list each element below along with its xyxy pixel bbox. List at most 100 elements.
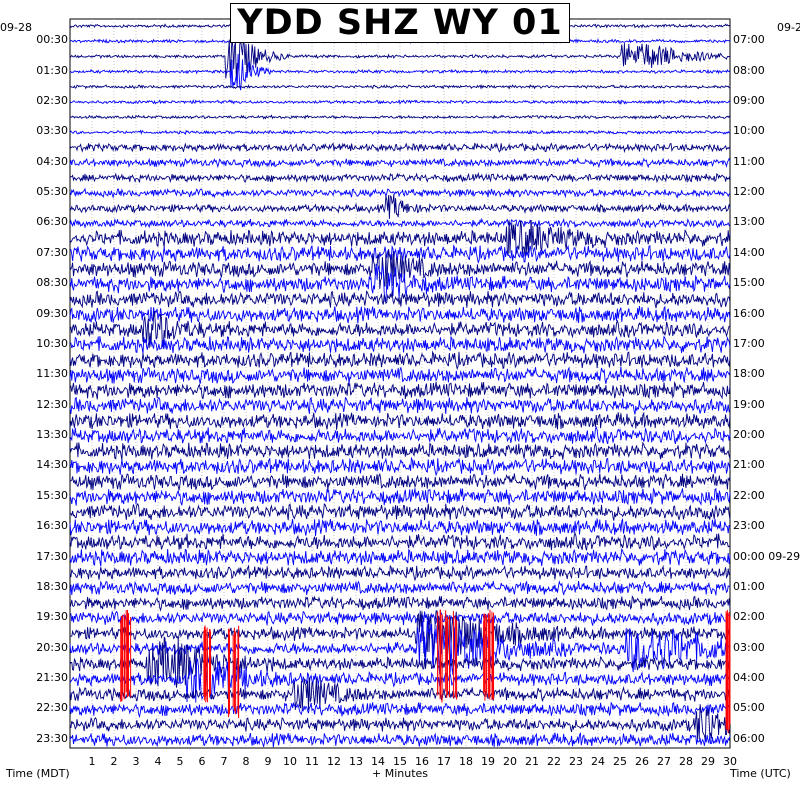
left-time-label: 14:30 <box>36 458 68 472</box>
right-time-label: 10:00 <box>733 124 765 138</box>
left-time-label: 02:30 <box>36 93 68 107</box>
right-time-label: 21:00 <box>733 458 765 472</box>
x-tick-label: 15 <box>393 755 407 768</box>
right-time-label: 19:00 <box>733 397 765 411</box>
x-tick-label: 21 <box>525 755 539 768</box>
left-time-label: 12:30 <box>36 397 68 411</box>
trace-row <box>69 487 731 506</box>
x-tick-label: 10 <box>283 755 297 768</box>
trace-row <box>69 564 731 582</box>
right-time-label: 22:00 <box>733 488 765 502</box>
left-time-label: 16:30 <box>36 519 68 533</box>
trace-row <box>69 84 731 90</box>
x-tick-label: 14 <box>371 755 385 768</box>
trace-row <box>69 305 731 324</box>
x-tick-label: 30 <box>723 755 737 768</box>
left-time-label: 10:30 <box>36 336 68 350</box>
left-time-label: 17:30 <box>36 549 68 563</box>
left-time-label: 11:30 <box>36 367 68 381</box>
trace-row <box>69 677 731 711</box>
x-tick-label: 12 <box>327 755 341 768</box>
trace-row <box>69 249 731 289</box>
chart-title: YDD SHZ WY 01 <box>237 3 563 43</box>
plot-frame <box>69 18 731 749</box>
x-tick-label: 5 <box>176 755 184 768</box>
trace-row <box>69 217 731 229</box>
x-tick-label: 29 <box>701 755 715 768</box>
trace-row <box>69 142 731 154</box>
left-time-label: 19:30 <box>36 610 68 624</box>
x-tick-label: 24 <box>591 755 605 768</box>
trace-row <box>69 502 731 521</box>
x-tick-label: 11 <box>305 755 319 768</box>
trace-row <box>69 411 731 430</box>
x-tick-label: 22 <box>547 755 561 768</box>
x-tick-label: 9 <box>264 755 272 768</box>
trace-row <box>69 290 731 309</box>
left-time-label: 20:30 <box>36 640 68 654</box>
x-tick-label: 25 <box>613 755 627 768</box>
left-time-label: 05:30 <box>36 185 68 199</box>
left-time-label: 04:30 <box>36 154 68 168</box>
right-time-label: 04:00 <box>733 671 765 685</box>
right-time-label: 13:00 <box>733 215 765 229</box>
x-tick-label: 18 <box>459 755 473 768</box>
trace-row <box>69 472 731 491</box>
right-time-label: 01:00 <box>733 579 765 593</box>
right-time-label: 09:00 <box>733 93 765 107</box>
right-axis-title: Time (UTC) <box>730 767 791 780</box>
right-time-label: 02:00 <box>733 610 765 624</box>
right-time-label: 12:00 <box>733 185 765 199</box>
x-tick-label: 19 <box>481 755 495 768</box>
x-tick-label: 17 <box>437 755 451 768</box>
x-tick-label: 1 <box>88 755 96 768</box>
trace-row <box>69 187 731 199</box>
x-tick-label: 16 <box>415 755 429 768</box>
x-tick-label: 2 <box>110 755 118 768</box>
left-date-label: 09-28 <box>0 21 32 34</box>
x-tick-label: 28 <box>679 755 693 768</box>
trace-row <box>69 547 731 567</box>
trace-row <box>69 610 731 627</box>
trace-row <box>69 194 731 219</box>
left-time-label: 18:30 <box>36 579 68 593</box>
trace-row <box>69 657 731 703</box>
left-time-label: 13:30 <box>36 428 68 442</box>
trace-row <box>69 396 731 415</box>
trace-row <box>70 335 731 354</box>
trace-row <box>69 38 731 79</box>
right-time-label: 14:00 <box>733 245 765 259</box>
right-time-label: 06:00 <box>733 731 765 745</box>
right-time-label: 16:00 <box>733 306 765 320</box>
x-tick-label: 3 <box>132 755 140 768</box>
trace-row <box>69 595 731 612</box>
left-time-label: 09:30 <box>36 306 68 320</box>
trace-row <box>69 517 731 537</box>
x-tick-label: 23 <box>569 755 583 768</box>
left-time-label: 23:30 <box>36 731 68 745</box>
x-axis-title: + Minutes <box>372 767 429 780</box>
left-time-label: 21:30 <box>36 671 68 685</box>
right-time-label: 15:00 <box>733 276 765 290</box>
right-time-label: 23:00 <box>733 519 765 533</box>
trace-row <box>69 350 731 371</box>
trace-row <box>69 732 731 748</box>
trace-row <box>69 380 731 400</box>
trace-row <box>69 366 731 384</box>
left-time-label: 00:30 <box>36 33 68 47</box>
trace-row <box>69 53 731 91</box>
trace-row <box>69 99 731 106</box>
trace-row <box>69 263 731 303</box>
trace-row <box>69 425 731 445</box>
right-time-label: 17:00 <box>733 336 765 350</box>
right-time-label: 20:00 <box>733 428 765 442</box>
x-tick-label: 8 <box>242 755 250 768</box>
left-time-label: 06:30 <box>36 215 68 229</box>
trace-row <box>69 114 731 120</box>
right-time-label: 11:00 <box>733 154 765 168</box>
trace-row <box>69 156 731 169</box>
trace-row <box>69 610 731 660</box>
right-time-label: 00:00 09-29 <box>733 549 800 563</box>
chart-title-box: YDD SHZ WY 01 <box>230 3 570 43</box>
